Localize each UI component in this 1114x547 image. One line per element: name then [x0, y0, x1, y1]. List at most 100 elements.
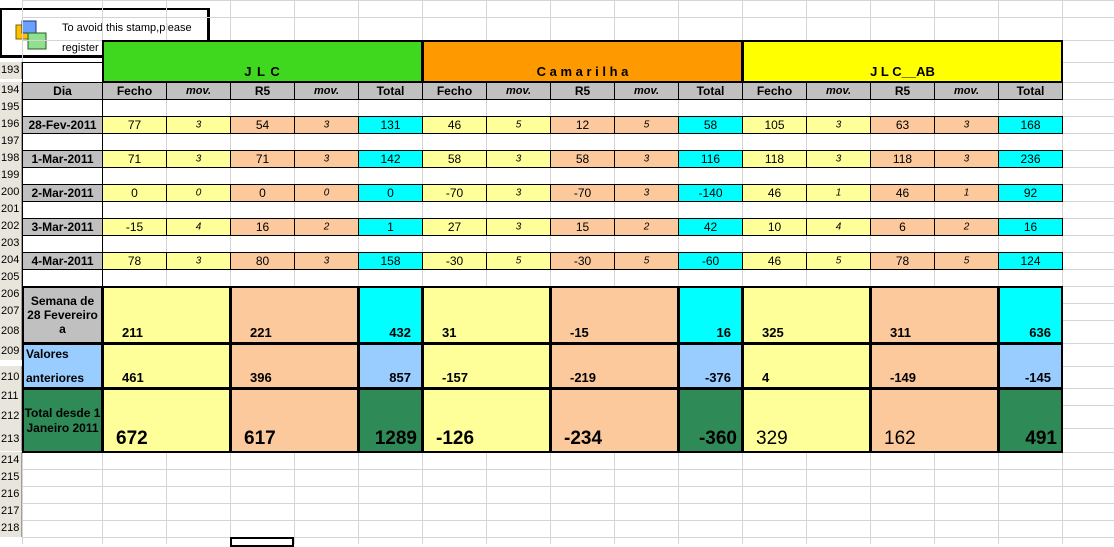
row-number[interactable]: 195: [0, 99, 22, 116]
row-number[interactable]: 218: [0, 520, 22, 537]
row-number[interactable]: 210: [0, 366, 22, 389]
header-mov[interactable]: mov.: [806, 82, 871, 100]
data-cell[interactable]: 5: [614, 116, 679, 134]
header-fecho[interactable]: Fecho: [422, 82, 487, 100]
data-cell[interactable]: -60: [678, 252, 743, 270]
data-cell[interactable]: 0: [358, 184, 423, 202]
date-cell[interactable]: 3-Mar-2011: [22, 218, 103, 236]
data-cell[interactable]: 0: [102, 184, 167, 202]
row-number[interactable]: 201: [0, 201, 22, 218]
row-number[interactable]: 197: [0, 133, 22, 150]
row-number[interactable]: 216: [0, 486, 22, 503]
semana-label[interactable]: Semana de 28 Fevereiro a: [22, 286, 103, 344]
valores-cell[interactable]: 857: [358, 343, 423, 389]
header-fecho[interactable]: Fecho: [102, 82, 167, 100]
data-cell[interactable]: 158: [358, 252, 423, 270]
semana-cell[interactable]: 636: [998, 286, 1063, 344]
header-total[interactable]: Total: [998, 82, 1063, 100]
data-cell[interactable]: 3: [294, 116, 359, 134]
row-number[interactable]: 196: [0, 116, 22, 133]
spacer-cell[interactable]: [22, 167, 103, 185]
data-cell[interactable]: 46: [742, 252, 807, 270]
header-mov[interactable]: mov.: [614, 82, 679, 100]
data-cell[interactable]: 58: [550, 150, 615, 168]
total-cell[interactable]: 617: [230, 388, 359, 453]
valores-cell[interactable]: 4: [742, 343, 871, 389]
selected-cell-outline[interactable]: [230, 537, 294, 547]
spacer-cell[interactable]: [22, 201, 103, 219]
date-cell[interactable]: 1-Mar-2011: [22, 150, 103, 168]
header-total[interactable]: Total: [358, 82, 423, 100]
semana-cell[interactable]: -15: [550, 286, 679, 344]
row-number[interactable]: 209: [0, 343, 22, 360]
data-cell[interactable]: 1: [934, 184, 999, 202]
header-total[interactable]: Total: [678, 82, 743, 100]
data-cell[interactable]: -70: [550, 184, 615, 202]
header-mov[interactable]: mov.: [166, 82, 231, 100]
data-cell[interactable]: 63: [870, 116, 935, 134]
data-cell[interactable]: 3: [934, 150, 999, 168]
date-cell[interactable]: 28-Fev-2011: [22, 116, 103, 134]
data-cell[interactable]: 116: [678, 150, 743, 168]
spacer-cell[interactable]: [22, 269, 103, 287]
data-cell[interactable]: 3: [166, 116, 231, 134]
row-number[interactable]: 215: [0, 469, 22, 486]
row-number[interactable]: 206: [0, 286, 22, 303]
semana-cell[interactable]: 31: [422, 286, 551, 344]
data-cell[interactable]: 2: [294, 218, 359, 236]
data-cell[interactable]: 58: [422, 150, 487, 168]
data-cell[interactable]: 27: [422, 218, 487, 236]
data-cell[interactable]: 3: [294, 150, 359, 168]
data-cell[interactable]: 5: [806, 252, 871, 270]
data-cell[interactable]: 3: [486, 184, 551, 202]
data-cell[interactable]: 5: [486, 252, 551, 270]
data-cell[interactable]: 0: [230, 184, 295, 202]
data-cell[interactable]: 3: [486, 218, 551, 236]
data-cell[interactable]: 3: [934, 116, 999, 134]
total-cell[interactable]: -126: [422, 388, 551, 453]
header-mov[interactable]: mov.: [486, 82, 551, 100]
data-cell[interactable]: 78: [870, 252, 935, 270]
data-cell[interactable]: 2: [614, 218, 679, 236]
row-number[interactable]: 203: [0, 235, 22, 252]
row-number[interactable]: 204: [0, 252, 22, 269]
data-cell[interactable]: 3: [614, 150, 679, 168]
row-number[interactable]: 214: [0, 452, 22, 469]
data-cell[interactable]: -30: [550, 252, 615, 270]
row-number[interactable]: 211: [0, 388, 22, 405]
row-number[interactable]: 200: [0, 184, 22, 201]
valores-cell[interactable]: -157: [422, 343, 551, 389]
data-cell[interactable]: 3: [806, 116, 871, 134]
data-cell[interactable]: 10: [742, 218, 807, 236]
row-number[interactable]: 217: [0, 503, 22, 520]
semana-cell[interactable]: 325: [742, 286, 871, 344]
group-header-jlc[interactable]: J L C: [102, 40, 423, 83]
data-cell[interactable]: 168: [998, 116, 1063, 134]
valores-label[interactable]: Valores anteriores: [22, 343, 103, 389]
total-cell[interactable]: 672: [102, 388, 231, 453]
row-number[interactable]: 202: [0, 218, 22, 235]
semana-cell[interactable]: 221: [230, 286, 359, 344]
total-label[interactable]: Total desde 1 Janeiro 2011: [22, 388, 103, 453]
spacer-cell[interactable]: [22, 133, 103, 151]
data-cell[interactable]: 1: [358, 218, 423, 236]
data-cell[interactable]: 0: [166, 184, 231, 202]
data-cell[interactable]: 46: [422, 116, 487, 134]
row-number[interactable]: 212: [0, 405, 22, 428]
data-cell[interactable]: 46: [870, 184, 935, 202]
data-cell[interactable]: 4: [806, 218, 871, 236]
data-cell[interactable]: 5: [486, 116, 551, 134]
date-cell[interactable]: 2-Mar-2011: [22, 184, 103, 202]
data-cell[interactable]: 54: [230, 116, 295, 134]
row-number[interactable]: 213: [0, 428, 22, 451]
total-cell[interactable]: -360: [678, 388, 743, 453]
data-cell[interactable]: 6: [870, 218, 935, 236]
data-cell[interactable]: 71: [230, 150, 295, 168]
group-header-camarilha[interactable]: C a m a r i l h a: [422, 40, 743, 83]
data-cell[interactable]: 1: [806, 184, 871, 202]
data-cell[interactable]: 142: [358, 150, 423, 168]
semana-cell[interactable]: 16: [678, 286, 743, 344]
semana-cell[interactable]: 432: [358, 286, 423, 344]
spacer-cell[interactable]: [22, 235, 103, 253]
group-header-jlcab[interactable]: J L C__AB: [742, 40, 1063, 83]
